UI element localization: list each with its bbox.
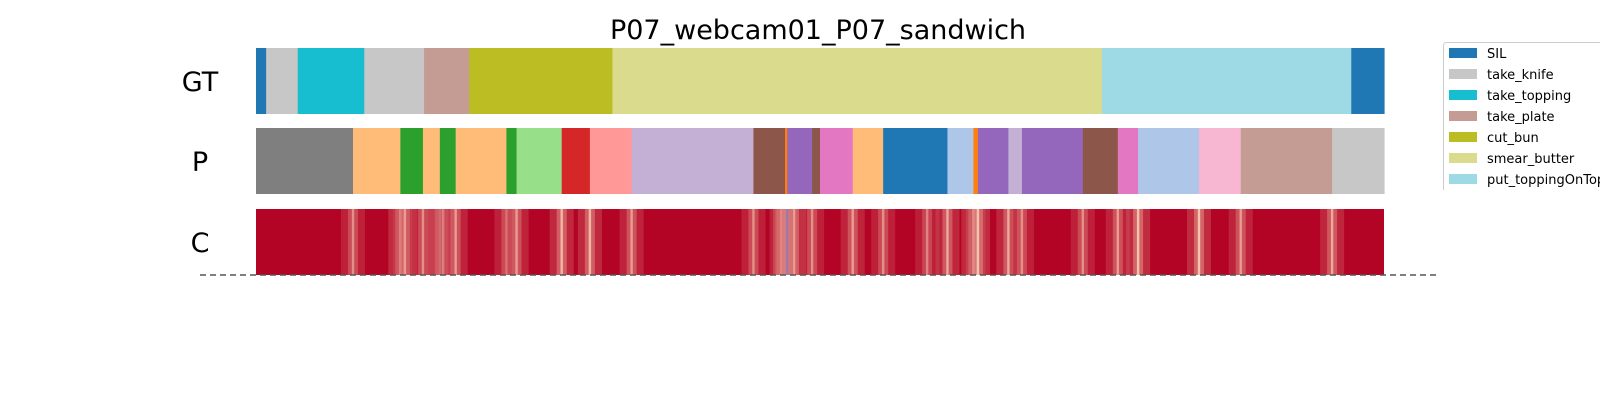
confidence-dip xyxy=(1330,209,1334,275)
segment-bar xyxy=(1351,48,1385,114)
segment-bar xyxy=(1117,128,1139,194)
row-label-gt: GT xyxy=(182,67,219,98)
segment-bar xyxy=(1102,48,1352,114)
segment-bar xyxy=(353,128,401,194)
confidence-dip xyxy=(925,209,929,275)
chart-title: P07_webcam01_P07_sandwich xyxy=(610,15,1026,46)
segment-bar xyxy=(787,128,813,194)
segment-bar xyxy=(516,128,563,194)
segment-bar xyxy=(947,128,974,194)
segment-bar xyxy=(1082,128,1119,194)
segment-bar xyxy=(1008,128,1023,194)
segment-bar xyxy=(506,128,518,194)
confidence-dip xyxy=(792,209,796,275)
segment-bar xyxy=(256,48,267,114)
confidence-dip xyxy=(1239,209,1242,275)
segment-bar xyxy=(400,128,424,194)
segment-bar xyxy=(1199,128,1242,194)
legend-label: put_toppingOnTop xyxy=(1487,173,1600,188)
confidence-dip xyxy=(1116,209,1119,275)
confidence-dip xyxy=(560,209,563,275)
segment-bar xyxy=(852,128,884,194)
confidence-dip xyxy=(442,209,445,275)
legend-label: SIL xyxy=(1487,47,1507,62)
confidence-dip xyxy=(946,209,949,275)
confidence-dip xyxy=(1007,209,1010,275)
segment-bar xyxy=(1021,128,1084,194)
segment-bar xyxy=(266,48,299,114)
segment-bar xyxy=(455,128,508,194)
confidence-dip xyxy=(752,209,755,275)
segment-bar xyxy=(820,128,854,194)
segment-bar xyxy=(439,128,457,194)
confidence-dip xyxy=(881,209,885,275)
segment-bar xyxy=(631,128,755,194)
confidence-dip xyxy=(1136,209,1140,275)
confidence-dip xyxy=(505,209,508,275)
confidence-dip xyxy=(1197,209,1201,275)
row-gt-bar xyxy=(256,48,1385,114)
legend-swatch xyxy=(1449,69,1477,79)
confidence-dip xyxy=(588,209,592,275)
legend-swatch xyxy=(1449,153,1477,163)
confidence-dip xyxy=(851,209,854,275)
confidence-dip xyxy=(630,209,633,275)
legend-swatch xyxy=(1449,48,1477,58)
segment-bar xyxy=(812,128,821,194)
legend-label: take_knife xyxy=(1487,68,1554,83)
legend-label: cut_bun xyxy=(1487,131,1539,146)
segment-bar xyxy=(469,48,614,114)
legend-swatch xyxy=(1449,174,1477,184)
segment-bar xyxy=(1240,128,1333,194)
segment-bar xyxy=(753,128,786,194)
segment-bar xyxy=(256,128,354,194)
segment-bar xyxy=(973,128,979,194)
confidence-dip xyxy=(421,209,425,275)
row-label-p: P xyxy=(192,147,208,178)
segment-bar xyxy=(1332,128,1385,194)
confidence-dip xyxy=(976,209,980,275)
segment-bar xyxy=(612,48,1103,114)
legend-swatch xyxy=(1449,132,1477,142)
row-c-bar xyxy=(256,209,1384,275)
legend-label: take_topping xyxy=(1487,89,1571,104)
confidence-dip xyxy=(786,209,789,275)
legend-box xyxy=(1443,42,1600,190)
confidence-dip xyxy=(810,209,814,275)
segment-bar xyxy=(785,128,788,194)
confidence-dip xyxy=(1020,209,1024,275)
row-label-c: C xyxy=(191,228,210,259)
legend-label: smear_butter xyxy=(1487,152,1575,167)
row-p-bar xyxy=(256,128,1385,194)
segment-bar xyxy=(297,48,365,114)
segment-bar xyxy=(422,128,441,194)
segment-bar xyxy=(883,128,949,194)
segment-bar xyxy=(561,128,591,194)
segment-bar xyxy=(424,48,470,114)
confidence-dip xyxy=(454,209,457,275)
segment-bar xyxy=(1138,128,1200,194)
segment-bar xyxy=(589,128,633,194)
legend-swatch xyxy=(1449,90,1477,100)
confidence-dip xyxy=(403,209,407,275)
confidence-dip xyxy=(351,209,355,275)
legend-swatch xyxy=(1449,111,1477,121)
segment-bar xyxy=(364,48,425,114)
legend-label: take_plate xyxy=(1487,110,1555,125)
segment-bar xyxy=(977,128,1009,194)
confidence-dip xyxy=(1081,209,1085,275)
confidence-dip xyxy=(515,209,518,275)
